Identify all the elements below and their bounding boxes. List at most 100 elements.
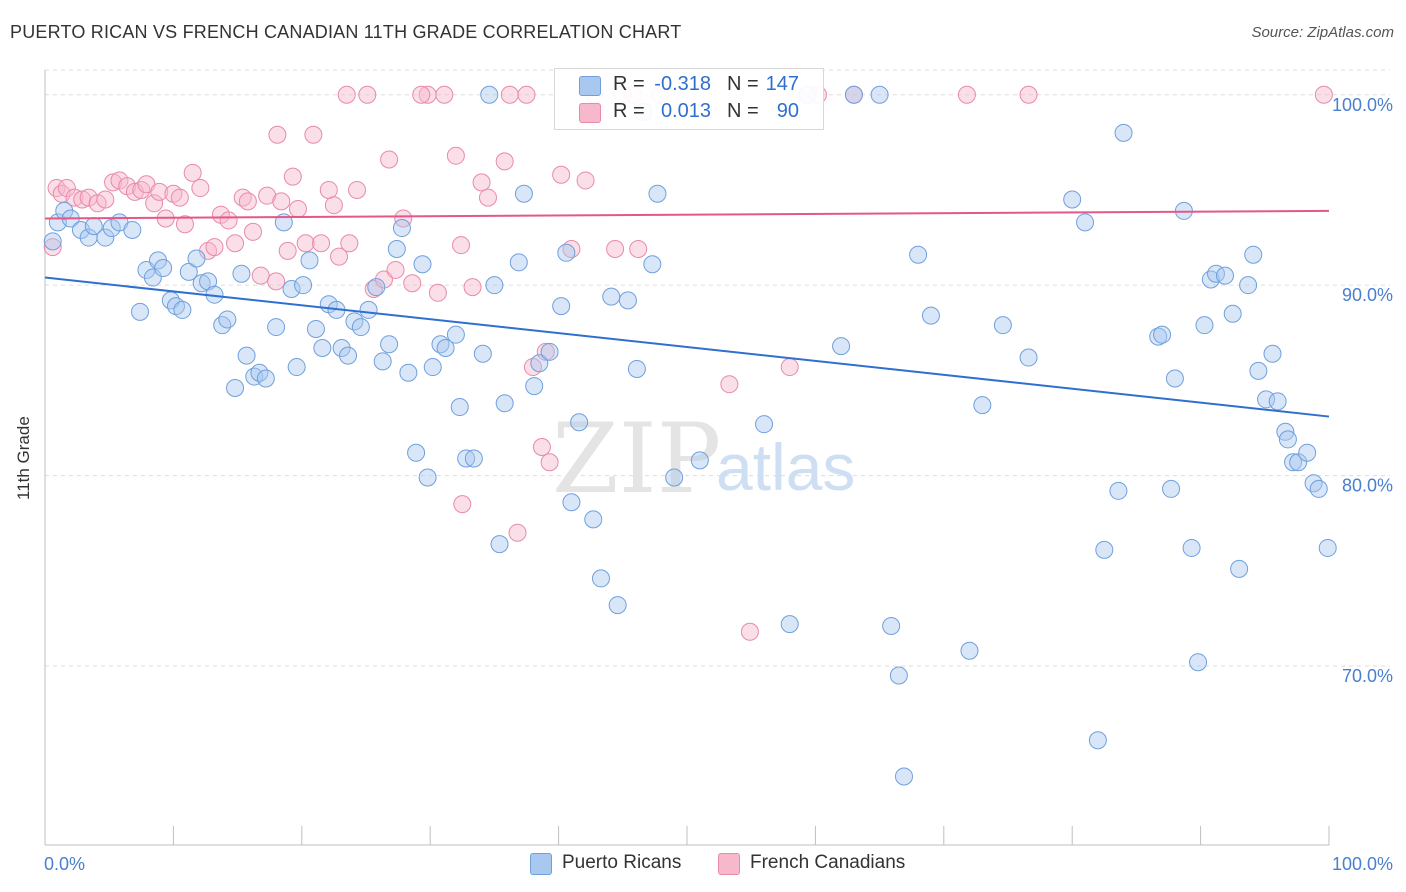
y-tick-label: 80.0% xyxy=(1342,476,1393,496)
data-point-puerto-ricans xyxy=(131,302,150,321)
data-point-french-canadians xyxy=(191,179,210,198)
data-point-puerto-ricans xyxy=(1165,369,1184,388)
data-point-puerto-ricans xyxy=(1095,540,1114,559)
data-point-french-canadians xyxy=(478,188,497,207)
data-point-french-canadians xyxy=(386,260,405,279)
data-point-french-canadians xyxy=(304,125,323,144)
data-point-puerto-ricans xyxy=(870,85,889,104)
legend-label: French Canadians xyxy=(750,852,906,873)
data-point-puerto-ricans xyxy=(179,262,198,281)
data-point-puerto-ricans xyxy=(154,259,173,278)
correlation-legend: R = -0.318 N = 147 R = 0.013 N = 90 xyxy=(554,68,824,130)
y-tick-label: 70.0% xyxy=(1342,666,1393,686)
data-point-french-canadians xyxy=(145,194,164,213)
data-point-french-canadians xyxy=(312,234,331,253)
data-point-french-canadians xyxy=(540,453,559,472)
legend-r-value: 0.013 xyxy=(660,100,711,122)
data-point-puerto-ricans xyxy=(973,396,992,415)
data-point-puerto-ricans xyxy=(464,449,483,468)
data-point-french-canadians xyxy=(536,342,555,361)
data-point-french-canadians xyxy=(65,188,84,207)
data-point-french-canadians xyxy=(629,239,648,258)
data-point-french-canadians xyxy=(283,167,302,186)
data-point-french-canadians xyxy=(552,165,571,184)
trend-line-french-canadians xyxy=(44,209,1330,220)
data-point-puerto-ricans xyxy=(993,316,1012,335)
data-point-french-canadians xyxy=(267,272,286,291)
data-point-french-canadians xyxy=(1314,85,1333,104)
data-point-puerto-ricans xyxy=(627,359,646,378)
chart-source: Source: ZipAtlas.com xyxy=(1251,24,1394,41)
legend-n-label: N = xyxy=(727,100,759,122)
data-point-puerto-ricans xyxy=(648,184,667,203)
legend-swatch-blue xyxy=(579,76,601,96)
data-point-puerto-ricans xyxy=(1162,479,1181,498)
data-point-puerto-ricans xyxy=(480,85,499,104)
data-point-puerto-ricans xyxy=(446,325,465,344)
tick-labels: 70.0% 80.0% 90.0% 100.0% 0.0% 100.0% xyxy=(44,95,1393,874)
data-point-puerto-ricans xyxy=(1189,653,1208,672)
data-point-french-canadians xyxy=(57,179,76,198)
data-point-french-canadians xyxy=(446,146,465,165)
data-point-puerto-ricans xyxy=(1239,276,1258,295)
data-point-puerto-ricans xyxy=(525,377,544,396)
y-axis-title: 11th Grade xyxy=(14,416,33,500)
data-point-puerto-ricans xyxy=(192,274,211,293)
data-point-puerto-ricans xyxy=(313,339,332,358)
data-point-puerto-ricans xyxy=(359,300,378,319)
data-point-puerto-ricans xyxy=(1318,538,1337,557)
data-point-french-canadians xyxy=(104,173,123,192)
data-point-french-canadians xyxy=(780,358,799,377)
data-point-puerto-ricans xyxy=(584,510,603,529)
data-point-french-canadians xyxy=(43,238,62,257)
data-point-puerto-ricans xyxy=(1223,304,1242,323)
data-point-puerto-ricans xyxy=(43,232,62,251)
data-point-puerto-ricans xyxy=(665,468,684,487)
data-point-puerto-ricans xyxy=(909,245,928,264)
data-point-puerto-ricans xyxy=(1201,270,1220,289)
data-point-french-canadians xyxy=(412,85,431,104)
axes xyxy=(44,70,1330,846)
data-point-puerto-ricans xyxy=(282,279,301,298)
data-point-french-canadians xyxy=(170,188,189,207)
data-point-french-canadians xyxy=(150,182,169,201)
data-point-french-canadians xyxy=(435,85,454,104)
data-point-puerto-ricans xyxy=(562,493,581,512)
y-tick-label: 100.0% xyxy=(1332,95,1393,115)
data-point-french-canadians xyxy=(288,200,307,219)
data-point-french-canadians xyxy=(278,241,297,260)
data-point-puerto-ricans xyxy=(643,255,662,274)
data-point-puerto-ricans xyxy=(780,615,799,634)
data-point-french-canadians xyxy=(132,180,151,199)
data-point-puerto-ricans xyxy=(552,297,571,316)
data-point-puerto-ricans xyxy=(339,346,358,365)
data-point-puerto-ricans xyxy=(1019,348,1038,367)
data-point-french-canadians xyxy=(495,152,514,171)
data-point-puerto-ricans xyxy=(256,369,275,388)
data-point-puerto-ricans xyxy=(187,249,206,268)
data-point-puerto-ricans xyxy=(591,569,610,588)
legend-swatch-pink xyxy=(579,103,601,123)
data-point-puerto-ricans xyxy=(495,394,514,413)
data-point-french-canadians xyxy=(403,274,422,293)
data-point-french-canadians xyxy=(96,190,115,209)
data-point-puerto-ricans xyxy=(844,85,863,104)
data-point-french-canadians xyxy=(73,190,92,209)
data-point-french-canadians xyxy=(268,125,287,144)
data-point-puerto-ricans xyxy=(387,239,406,258)
data-point-puerto-ricans xyxy=(602,287,621,306)
data-point-french-canadians xyxy=(183,163,202,182)
data-point-puerto-ricans xyxy=(608,596,627,615)
data-point-puerto-ricans xyxy=(373,352,392,371)
data-point-puerto-ricans xyxy=(690,451,709,470)
data-point-french-canadians xyxy=(576,171,595,190)
data-point-puerto-ricans xyxy=(1195,316,1214,335)
data-point-puerto-ricans xyxy=(514,184,533,203)
data-point-puerto-ricans xyxy=(921,306,940,325)
data-point-puerto-ricans xyxy=(1298,443,1317,462)
data-point-puerto-ricans xyxy=(1249,361,1268,380)
data-point-puerto-ricans xyxy=(232,264,251,283)
data-point-french-canadians xyxy=(517,85,536,104)
trend-line-puerto-ricans xyxy=(44,276,1330,418)
